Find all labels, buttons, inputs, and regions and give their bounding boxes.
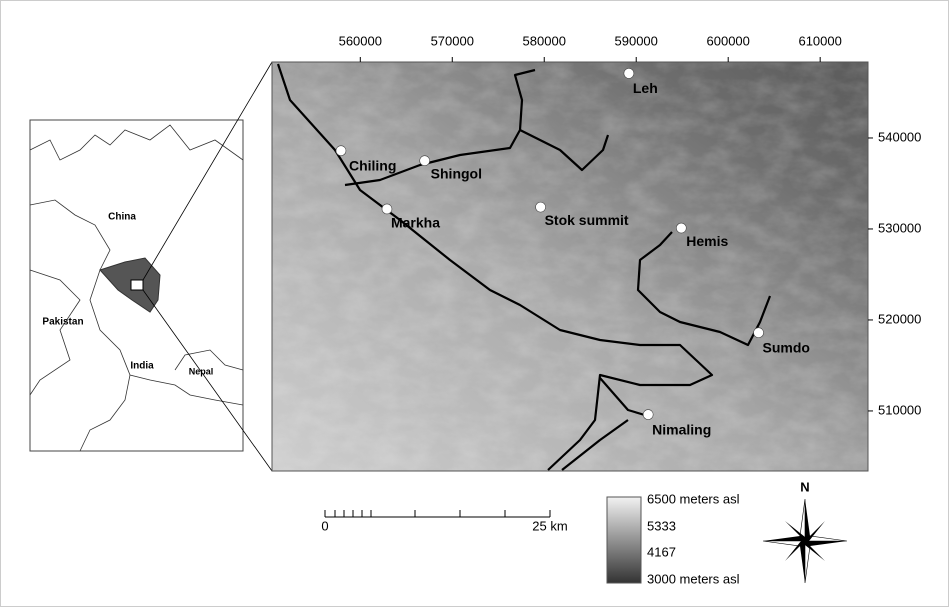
place-label: Sumdo xyxy=(763,339,810,355)
x-tick-label: 610000 xyxy=(798,33,841,48)
legend-label: 6500 meters asl xyxy=(647,491,740,506)
place-label: Markha xyxy=(391,215,440,231)
place-label: Hemis xyxy=(686,233,728,249)
inset-map xyxy=(30,62,272,471)
place-label: Chiling xyxy=(349,157,396,173)
x-tick-label: 600000 xyxy=(707,33,750,48)
elevation-legend xyxy=(607,497,641,583)
place-marker xyxy=(536,202,546,212)
x-tick-label: 570000 xyxy=(431,33,474,48)
place-marker xyxy=(336,146,346,156)
inset-label: China xyxy=(108,212,136,223)
place-marker xyxy=(420,156,430,166)
map-figure: China Pakistan India Nepal 560000 570000 5… xyxy=(0,0,949,607)
place-label: Shingol xyxy=(431,165,482,181)
legend-label: 4167 xyxy=(647,544,676,559)
place-marker xyxy=(624,68,634,78)
y-tick-label: 510000 xyxy=(878,402,921,417)
place-marker xyxy=(754,328,764,338)
legend-label: 3000 meters asl xyxy=(647,571,740,586)
legend-label: 5333 xyxy=(647,518,676,533)
y-tick-label: 540000 xyxy=(878,129,921,144)
inset-label: Pakistan xyxy=(42,317,83,328)
x-tick-label: 560000 xyxy=(339,33,382,48)
y-tick-label: 530000 xyxy=(878,220,921,235)
scale-label: 0 xyxy=(321,518,328,533)
x-tick-label: 580000 xyxy=(523,33,566,48)
place-marker xyxy=(676,223,686,233)
place-label: Nimaling xyxy=(652,421,711,437)
scale-label: 25 km xyxy=(532,518,567,533)
y-tick-label: 520000 xyxy=(878,311,921,326)
place-marker xyxy=(382,204,392,214)
place-label: Stok summit xyxy=(545,212,629,228)
terrain xyxy=(272,62,868,471)
place-marker xyxy=(643,410,653,420)
place-label: Leh xyxy=(633,80,658,96)
inset-label: India xyxy=(130,361,154,372)
inset-label: Nepal xyxy=(189,366,214,376)
x-tick-label: 590000 xyxy=(615,33,658,48)
compass-label: N xyxy=(800,479,809,494)
